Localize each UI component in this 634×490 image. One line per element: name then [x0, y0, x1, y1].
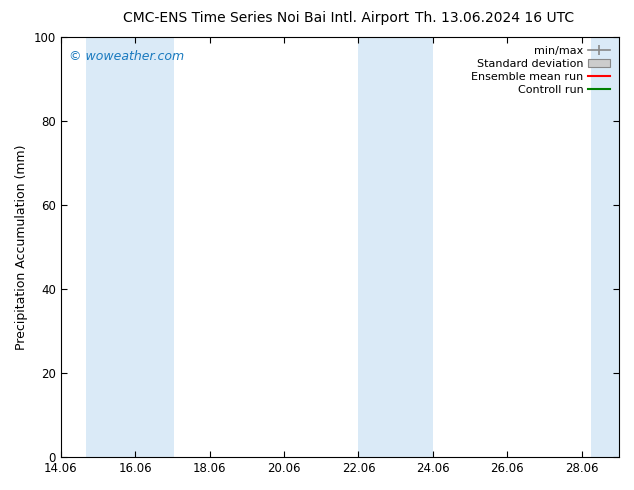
Y-axis label: Precipitation Accumulation (mm): Precipitation Accumulation (mm) — [15, 145, 28, 350]
Text: Th. 13.06.2024 16 UTC: Th. 13.06.2024 16 UTC — [415, 11, 574, 25]
Bar — [358, 37, 433, 457]
Bar — [86, 37, 174, 457]
Legend: min/max, Standard deviation, Ensemble mean run, Controll run: min/max, Standard deviation, Ensemble me… — [467, 42, 614, 99]
Text: CMC-ENS Time Series Noi Bai Intl. Airport: CMC-ENS Time Series Noi Bai Intl. Airpor… — [123, 11, 410, 25]
Bar — [591, 37, 621, 457]
Text: © woweather.com: © woweather.com — [69, 50, 184, 63]
